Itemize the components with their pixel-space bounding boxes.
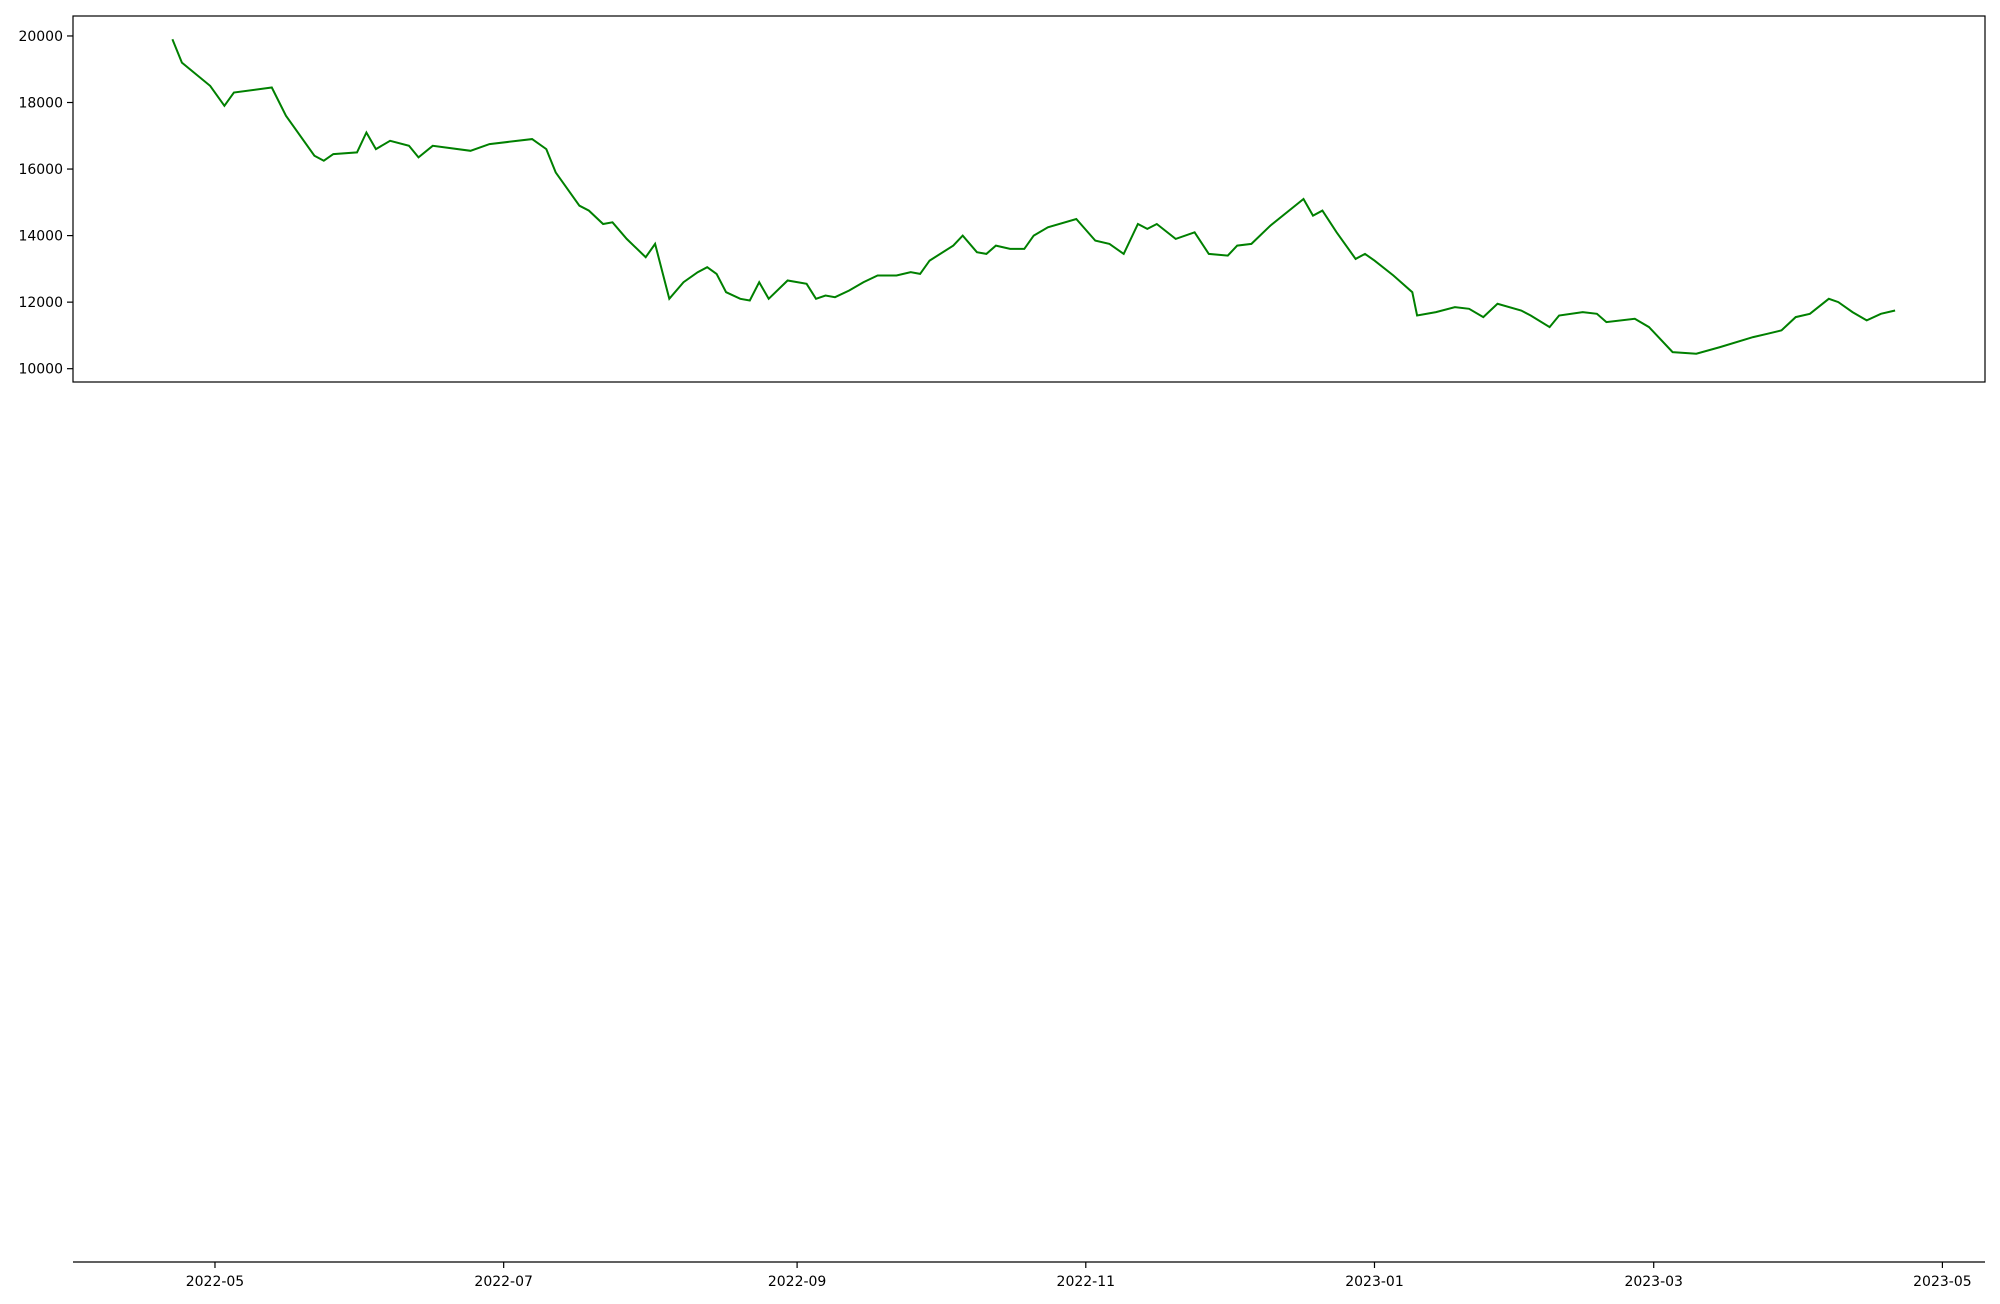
- x-tick-label: 2022-09: [768, 1274, 827, 1290]
- x-tick-label: 2022-11: [1057, 1274, 1116, 1290]
- price-ytick-label: 14000: [18, 229, 63, 245]
- price-ytick-label: 20000: [18, 29, 63, 45]
- x-tick-label: 2022-07: [474, 1274, 533, 1290]
- price-ytick-label: 16000: [18, 162, 63, 178]
- price-ytick-label: 18000: [18, 96, 63, 112]
- x-tick-label: 2023-01: [1345, 1274, 1404, 1290]
- x-tick-label: 2023-03: [1624, 1274, 1683, 1290]
- price-line: [171, 38, 1896, 355]
- price-ytick-label: 12000: [18, 295, 63, 311]
- x-tick-label: 2023-05: [1913, 1274, 1972, 1290]
- x-tick-label: 2022-05: [186, 1274, 245, 1290]
- price-panel-frame: [72, 15, 1986, 383]
- price-ytick-label: 10000: [18, 362, 63, 378]
